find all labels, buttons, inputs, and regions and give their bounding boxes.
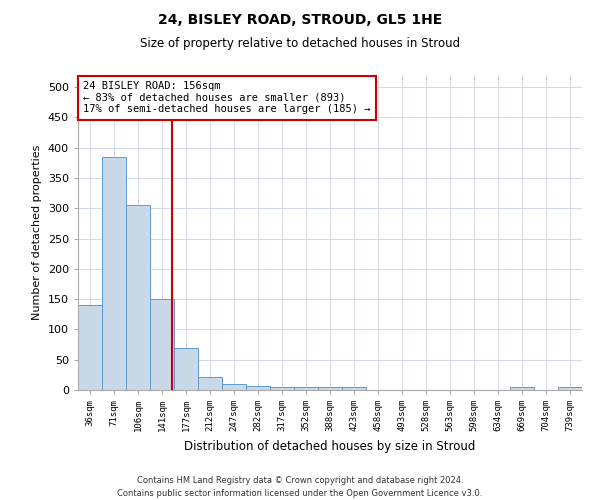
- Bar: [342, 387, 366, 390]
- Bar: [558, 387, 582, 390]
- Text: 24, BISLEY ROAD, STROUD, GL5 1HE: 24, BISLEY ROAD, STROUD, GL5 1HE: [158, 12, 442, 26]
- Text: Contains HM Land Registry data © Crown copyright and database right 2024.
Contai: Contains HM Land Registry data © Crown c…: [118, 476, 482, 498]
- X-axis label: Distribution of detached houses by size in Stroud: Distribution of detached houses by size …: [184, 440, 476, 452]
- Bar: [510, 387, 534, 390]
- Bar: [318, 387, 342, 390]
- Bar: [270, 387, 294, 390]
- Y-axis label: Number of detached properties: Number of detached properties: [32, 145, 42, 320]
- Text: 24 BISLEY ROAD: 156sqm
← 83% of detached houses are smaller (893)
17% of semi-de: 24 BISLEY ROAD: 156sqm ← 83% of detached…: [83, 82, 371, 114]
- Bar: [294, 387, 318, 390]
- Bar: [198, 376, 222, 390]
- Bar: [102, 157, 126, 390]
- Bar: [126, 205, 150, 390]
- Bar: [174, 348, 198, 390]
- Bar: [222, 384, 246, 390]
- Bar: [150, 299, 174, 390]
- Bar: [78, 305, 102, 390]
- Text: Size of property relative to detached houses in Stroud: Size of property relative to detached ho…: [140, 38, 460, 51]
- Bar: [246, 386, 270, 390]
